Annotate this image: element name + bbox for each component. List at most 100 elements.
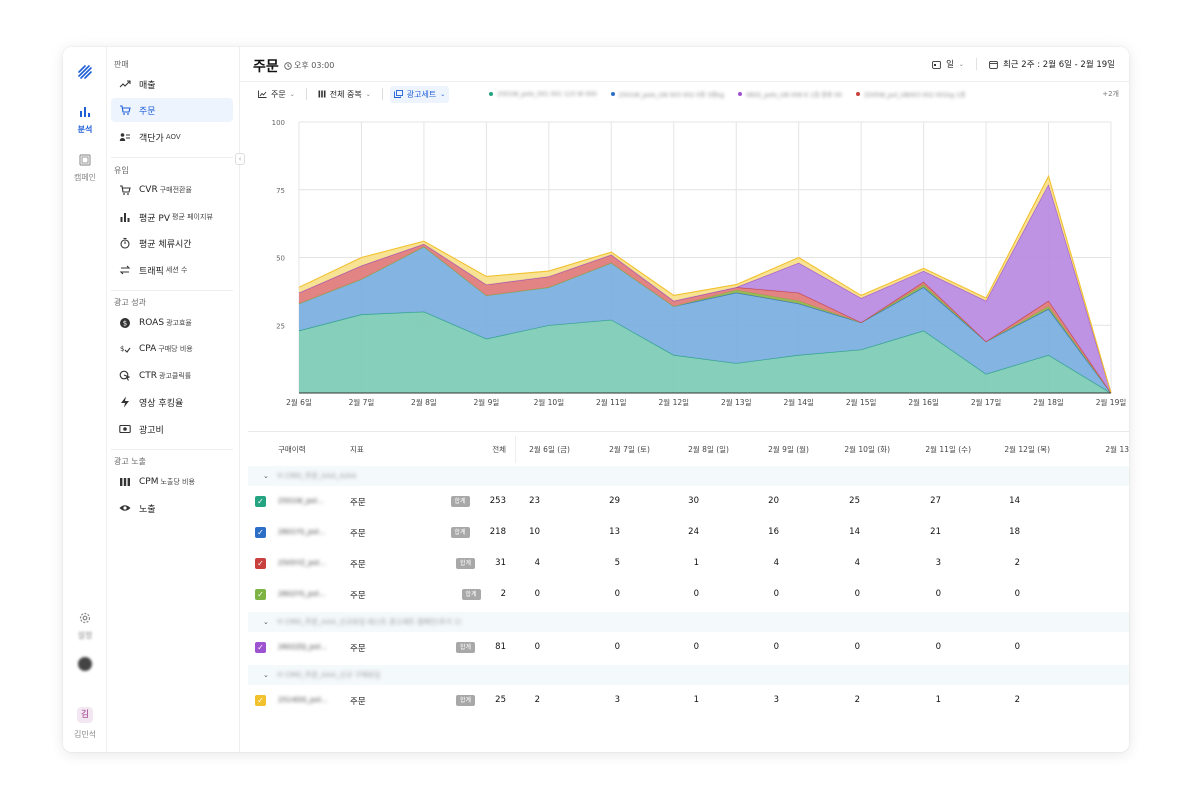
logo-icon[interactable] bbox=[76, 63, 94, 81]
col-header-date: 2월 8일 (일) bbox=[688, 445, 729, 454]
row-value: 0 bbox=[935, 642, 941, 652]
menu-item-revenue[interactable]: 매출 bbox=[111, 72, 233, 96]
legend-label: 0602_polo_UN 006 K 1점 종류 00 bbox=[746, 91, 842, 99]
rail-user[interactable]: 김 김민석 bbox=[63, 707, 107, 740]
table-row[interactable]: ✓ 2505YZ_pol... 주문 합계 31 4 5 1 4 4 3 2 bbox=[248, 549, 1129, 579]
legend-item[interactable]: 0602_polo_UN 006 K 1점 종류 00 bbox=[738, 90, 842, 99]
menu-item-label: 객단가 bbox=[139, 133, 164, 144]
menu-item-ctr[interactable]: CTR 광고클릭률 bbox=[111, 364, 233, 388]
rail-item-campaign[interactable]: 캠페인 bbox=[63, 153, 107, 183]
row-value: 0 bbox=[854, 642, 860, 652]
chevron-down-icon[interactable]: ⌄ bbox=[263, 618, 269, 626]
row-metric: 주문 bbox=[350, 644, 366, 654]
menu-item-sub: 세션 수 bbox=[165, 266, 188, 274]
menu-divider bbox=[111, 449, 233, 450]
date-range-picker[interactable]: 최근 2주 : 2월 6일 - 2월 19일 bbox=[989, 58, 1115, 70]
row-name: 2602YS_pol... bbox=[278, 590, 326, 598]
chevron-down-icon[interactable]: ⌄ bbox=[263, 472, 269, 480]
legend-item[interactable]: 2501W_polo_001 001 123 W 000 bbox=[489, 90, 597, 98]
menu-item-label: CVR bbox=[139, 185, 158, 195]
menu-item-ad-spend[interactable]: 광고비 bbox=[111, 417, 233, 441]
row-checkbox[interactable]: ✓ bbox=[255, 496, 266, 507]
level-select[interactable]: 광고세트 ⌄ bbox=[389, 85, 450, 103]
rail-item-analysis[interactable]: 분석 bbox=[63, 105, 107, 135]
row-checkbox[interactable]: ✓ bbox=[255, 695, 266, 706]
app-window: 분석 캠페인 설정 김 김민석 판매 매출 주문 객단가 AOV bbox=[63, 47, 1129, 752]
menu-item-sub: 광고클릭률 bbox=[159, 372, 192, 380]
avatar[interactable] bbox=[78, 657, 92, 671]
collapse-sidebar-button[interactable]: ‹ bbox=[235, 153, 245, 165]
menu-item-roas[interactable]: $ ROAS 광고효율 bbox=[111, 311, 233, 335]
dedupe-select[interactable]: 전체 중복 ⌄ bbox=[314, 86, 375, 103]
total-badge: 합계 bbox=[456, 642, 476, 653]
menu-item-cpm[interactable]: CPM 노출당 비용 bbox=[111, 470, 233, 494]
table-row[interactable]: ✓ 2602ZQ_pol... 주문 합계 81 0 0 0 0 0 0 0 bbox=[248, 633, 1129, 663]
row-checkbox[interactable]: ✓ bbox=[255, 589, 266, 600]
table-row[interactable]: ✓ 2602YS_pol... 주문 합계 2 0 0 0 0 0 0 0 bbox=[248, 580, 1129, 610]
row-checkbox[interactable]: ✓ bbox=[255, 642, 266, 653]
legend-more-button[interactable]: +2개 bbox=[1102, 90, 1119, 98]
svg-text:$: $ bbox=[123, 320, 127, 328]
x-tick-label: 2월 17일 bbox=[971, 397, 1002, 407]
metric-select[interactable]: 주문 ⌄ bbox=[254, 86, 299, 103]
last-updated-time: 오후 03:00 bbox=[294, 61, 335, 70]
group-label: ⟲ CMO_주문_AAA_신규 구매유입 bbox=[276, 671, 381, 679]
col-header-date: 2월 11일 (수) bbox=[925, 445, 971, 454]
row-metric: 주문 bbox=[350, 560, 366, 570]
x-tick-label: 2월 9일 bbox=[474, 397, 500, 407]
menu-item-label: ROAS bbox=[139, 318, 165, 328]
chevron-down-icon: ⌄ bbox=[365, 90, 371, 98]
rail-item-settings[interactable]: 설정 bbox=[63, 611, 107, 641]
menu-item-orders[interactable]: 주문 bbox=[111, 98, 233, 122]
row-checkbox[interactable]: ✓ bbox=[255, 558, 266, 569]
menu-item-dwell-time[interactable]: 평균 체류시간 bbox=[111, 231, 233, 255]
row-value: 3 bbox=[935, 558, 941, 568]
menu-item-cpa[interactable]: $ CPA 구매당 비용 bbox=[111, 337, 233, 361]
row-name: 2501W_pol... bbox=[278, 497, 324, 505]
row-value: 0 bbox=[1014, 642, 1020, 652]
legend-item[interactable]: 2505W_pol_UB003 002 001kg 1종 bbox=[855, 90, 966, 99]
legend-item[interactable]: 2501W_polo_UN 003 002 0종 3종kg bbox=[610, 90, 725, 99]
total-badge: 합계 bbox=[456, 558, 476, 569]
table-row[interactable]: ✓ 2601YS_pol... 주문 합계 218 10 13 24 16 14 21 18 bbox=[248, 518, 1129, 548]
menu-item-sub: AOV bbox=[165, 133, 181, 141]
menu-item-aov[interactable]: 객단가 AOV bbox=[111, 125, 233, 149]
row-metric: 주문 bbox=[350, 591, 366, 601]
row-value: 0 bbox=[614, 589, 620, 599]
gear-icon bbox=[79, 612, 91, 624]
menu-item-sub: 노출당 비용 bbox=[160, 478, 195, 486]
legend-label: 2501W_polo_UN 003 002 0종 3종kg bbox=[618, 91, 725, 99]
chevron-down-icon[interactable]: ⌄ bbox=[263, 671, 269, 679]
x-tick-label: 2월 15일 bbox=[846, 397, 877, 407]
group-row[interactable]: ⌄ ⟲ CMO_주문_AAA_A/AA bbox=[248, 466, 1129, 486]
total-badge: 합계 bbox=[450, 496, 470, 507]
trend-up-icon bbox=[119, 80, 131, 88]
row-checkbox[interactable]: ✓ bbox=[255, 527, 266, 538]
group-row[interactable]: ⌄ ⟲ CMO_주문_AAA_신규유입 테스트 광고세트 캠페인(추가 1) bbox=[248, 612, 1129, 632]
legend-label: 2501W_polo_001 001 123 W 000 bbox=[497, 90, 597, 98]
menu-item-cvr[interactable]: CVR 구매전환율 bbox=[111, 178, 233, 202]
menu-item-traffic[interactable]: 트래픽 세션 수 bbox=[111, 258, 233, 282]
menu-item-label: 영상 후킹율 bbox=[139, 398, 184, 409]
table-row[interactable]: ✓ 2514DG_pol... 주문 합계 25 2 3 1 3 2 1 2 bbox=[248, 686, 1129, 716]
menu-item-avg-pv[interactable]: 평균 PV 평균 페이지뷰 bbox=[111, 205, 233, 229]
chevron-down-icon: ⌄ bbox=[958, 60, 964, 68]
row-value: 3 bbox=[773, 695, 779, 705]
series-line-5 bbox=[298, 174, 1112, 394]
x-tick-label: 2월 10일 bbox=[534, 397, 565, 407]
row-value: 0 bbox=[935, 589, 941, 599]
menu-item-impressions[interactable]: 노출 bbox=[111, 496, 233, 520]
table-row[interactable]: ✓ 2501W_pol... 주문 합계 253 23 29 30 20 25 27 14 bbox=[248, 487, 1129, 517]
user-name: 김민석 bbox=[73, 730, 97, 739]
granularity-select[interactable]: 일 ⌄ bbox=[932, 58, 964, 70]
menu-item-sub: 구매전환율 bbox=[159, 186, 192, 194]
granularity-value: 일 bbox=[946, 60, 954, 70]
group-row[interactable]: ⌄ ⟲ CMO_주문_AAA_신규 구매유입 bbox=[248, 665, 1129, 685]
eye-icon bbox=[119, 505, 131, 511]
chart-legend: 2501W_polo_001 001 123 W 000 2501W_polo_… bbox=[489, 90, 966, 99]
row-value: 29 bbox=[609, 496, 620, 506]
click-icon bbox=[119, 370, 131, 381]
calendar-icon bbox=[932, 60, 941, 69]
menu-item-video-hook[interactable]: 영상 후킹율 bbox=[111, 390, 233, 414]
x-tick-label: 2월 16일 bbox=[908, 397, 939, 407]
